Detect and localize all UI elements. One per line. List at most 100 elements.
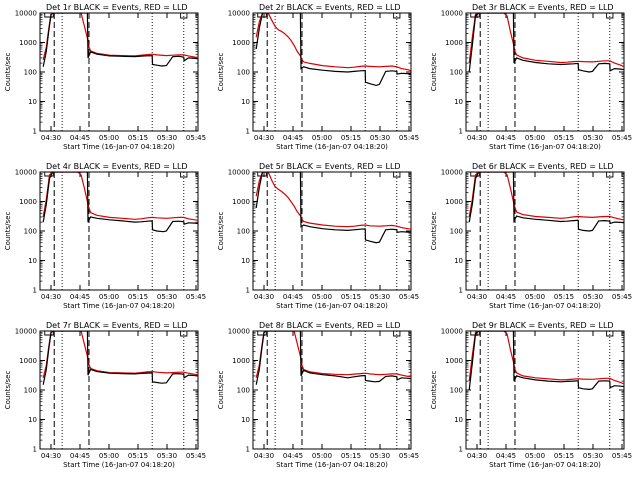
x-tick-label: 04:45 [283, 293, 303, 301]
x-tick-label: 04:30 [254, 293, 274, 301]
series-line-events [255, 172, 411, 244]
x-axis-label: Start Time (16-Jan-07 04:18:20) [63, 302, 175, 310]
y-tick-label: 10 [454, 257, 463, 265]
chart-panel-5: Det 5r BLACK = Events, RED = LLD Counts/s… [217, 162, 419, 310]
y-tick-label: 10 [454, 98, 463, 106]
x-tick-label: 04:45 [283, 134, 303, 142]
y-axis-label: Counts/sec [430, 371, 438, 410]
x-tick-label: 05:15 [128, 452, 148, 460]
series-line-lld [468, 331, 624, 385]
x-axis-label: Start Time (16-Jan-07 04:18:20) [276, 143, 388, 151]
x-tick-label: 05:15 [341, 452, 361, 460]
y-tick-label: 100 [237, 228, 250, 236]
y-tick-label: 100 [450, 69, 463, 77]
series-line-lld [255, 13, 411, 72]
x-tick-label: 05:30 [157, 452, 177, 460]
x-tick-label: 05:30 [583, 293, 603, 301]
interval-bracket [44, 331, 54, 336]
chart-panel-3: Det 3r BLACK = Events, RED = LLD Counts/s… [430, 3, 632, 151]
chart-panel-9: Det 9r BLACK = Events, RED = LLD Counts/s… [430, 321, 632, 469]
x-tick-label: 05:00 [312, 452, 332, 460]
y-tick-label: 10000 [15, 10, 37, 18]
interval-bracket [393, 172, 401, 178]
y-axis-label: Counts/sec [430, 212, 438, 251]
series-line-lld [468, 13, 624, 68]
series-line-lld [255, 172, 411, 230]
x-tick-label: 05:15 [554, 452, 574, 460]
y-tick-label: 1000 [19, 357, 37, 365]
y-tick-label: 1 [33, 287, 37, 295]
chart-title: Det 1r BLACK = Events, RED = LLD [46, 3, 188, 12]
y-axis-label: Counts/sec [4, 212, 12, 251]
chart-title: Det 6r BLACK = Events, RED = LLD [472, 162, 614, 171]
series-line-events [42, 172, 198, 233]
y-axis-label: Counts/sec [4, 371, 12, 410]
x-tick-label: 05:45 [612, 293, 632, 301]
x-tick-label: 05:45 [399, 293, 419, 301]
series-line-events [42, 13, 198, 67]
x-tick-label: 05:30 [370, 452, 390, 460]
plot-frame [39, 330, 199, 450]
x-tick-label: 04:45 [496, 293, 516, 301]
x-tick-label: 04:30 [254, 134, 274, 142]
x-tick-label: 05:45 [612, 134, 632, 142]
series-line-events [42, 331, 198, 385]
interval-bracket [606, 172, 614, 178]
y-tick-label: 10 [28, 416, 37, 424]
y-tick-label: 1000 [445, 39, 463, 47]
chart-panel-6: Det 6r BLACK = Events, RED = LLD Counts/s… [430, 162, 632, 310]
x-tick-label: 05:45 [399, 134, 419, 142]
y-tick-label: 10000 [441, 10, 463, 18]
x-tick-label: 05:00 [99, 134, 119, 142]
interval-bracket [606, 13, 614, 19]
y-tick-label: 1000 [445, 357, 463, 365]
chart-title: Det 8r BLACK = Events, RED = LLD [259, 321, 401, 330]
interval-bracket [44, 13, 54, 18]
x-tick-label: 05:45 [612, 452, 632, 460]
x-tick-label: 04:45 [283, 452, 303, 460]
x-tick-label: 05:15 [341, 134, 361, 142]
chart-title: Det 4r BLACK = Events, RED = LLD [46, 162, 188, 171]
x-tick-label: 04:30 [467, 134, 487, 142]
interval-bracket [393, 13, 401, 19]
x-tick-label: 05:15 [341, 293, 361, 301]
x-tick-label: 05:00 [525, 134, 545, 142]
x-tick-label: 04:45 [70, 134, 90, 142]
x-tick-label: 05:00 [312, 134, 332, 142]
x-tick-label: 05:00 [99, 452, 119, 460]
x-tick-label: 05:30 [370, 134, 390, 142]
y-tick-label: 10 [241, 98, 250, 106]
y-axis-label: Counts/sec [217, 212, 225, 251]
series-line-events [255, 331, 411, 385]
y-tick-label: 10 [28, 98, 37, 106]
x-tick-label: 04:45 [496, 452, 516, 460]
interval-bracket [257, 331, 267, 336]
y-tick-label: 10000 [15, 328, 37, 336]
y-tick-label: 10000 [228, 10, 250, 18]
x-axis-label: Start Time (16-Jan-07 04:18:20) [276, 461, 388, 469]
y-tick-label: 1000 [232, 198, 250, 206]
plot-frame [465, 330, 625, 450]
y-tick-label: 1 [33, 446, 37, 454]
x-tick-label: 05:30 [583, 452, 603, 460]
y-tick-label: 1 [459, 446, 463, 454]
series-line-events [468, 13, 624, 73]
y-tick-label: 1 [246, 128, 250, 136]
interval-bracket [180, 331, 188, 337]
y-tick-label: 1 [246, 287, 250, 295]
x-axis-label: Start Time (16-Jan-07 04:18:20) [489, 302, 601, 310]
x-tick-label: 04:45 [70, 293, 90, 301]
y-axis-label: Counts/sec [430, 53, 438, 92]
y-tick-label: 10000 [441, 169, 463, 177]
y-tick-label: 100 [450, 228, 463, 236]
x-tick-label: 04:45 [70, 452, 90, 460]
chart-title: Det 7r BLACK = Events, RED = LLD [46, 321, 188, 330]
x-tick-label: 05:15 [554, 134, 574, 142]
y-tick-label: 10 [241, 257, 250, 265]
series-line-lld [42, 331, 198, 378]
chart-title: Det 2r BLACK = Events, RED = LLD [259, 3, 401, 12]
x-tick-label: 04:30 [41, 452, 61, 460]
x-tick-label: 05:45 [399, 452, 419, 460]
y-tick-label: 100 [24, 228, 37, 236]
